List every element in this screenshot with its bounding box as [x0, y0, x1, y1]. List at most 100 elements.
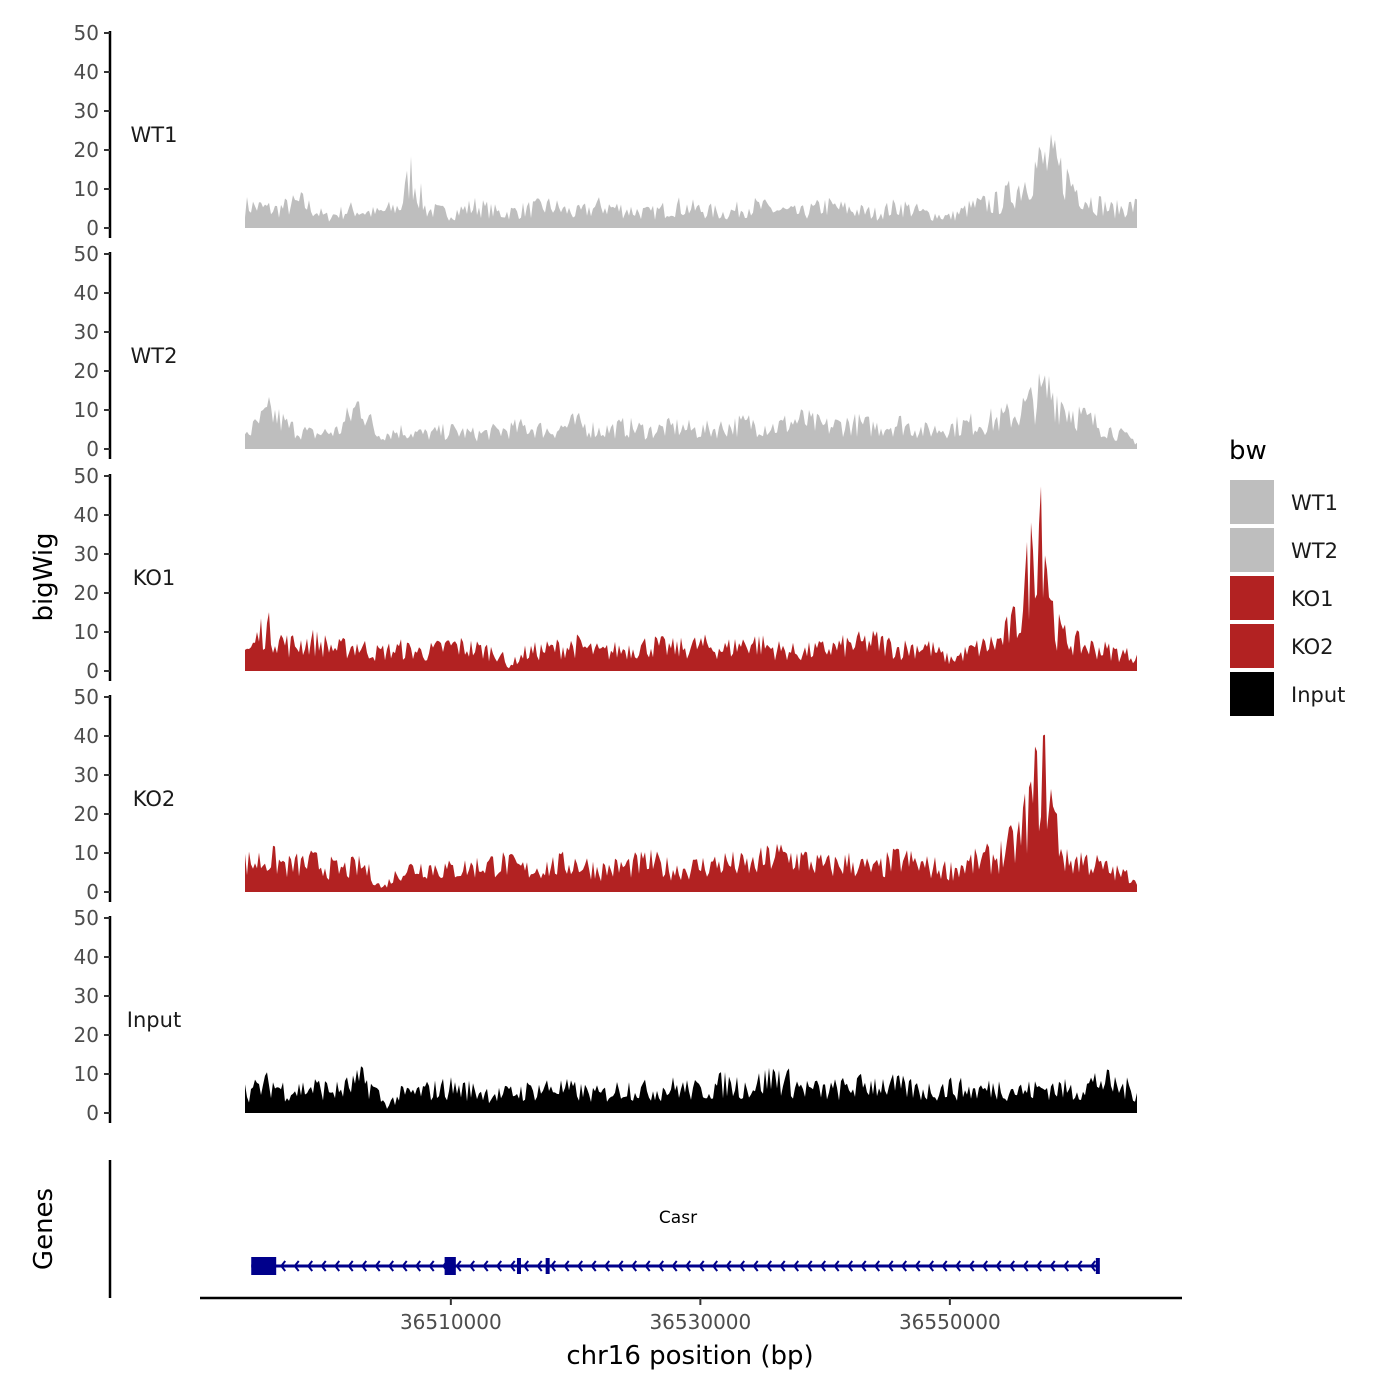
y-tick-label: 30 [74, 763, 99, 787]
strand-arrow [387, 1260, 395, 1272]
strand-arrow [374, 1260, 381, 1272]
y-axis-title: bigWig [29, 532, 59, 621]
y-tick-label: 50 [74, 464, 99, 488]
strand-arrow [779, 1260, 786, 1272]
gene-track-title: Genes [29, 1188, 59, 1270]
strand-arrow [792, 1260, 800, 1272]
y-tick-label: 50 [74, 242, 99, 266]
strand-arrow [1035, 1260, 1043, 1272]
strand-arrow [711, 1260, 719, 1272]
strand-arrow [333, 1260, 341, 1272]
track-label-wt2: WT2 [131, 344, 178, 368]
coverage-area-wt2 [245, 373, 1137, 449]
coverage-area-ko1 [245, 486, 1137, 671]
track-label-input: Input [127, 1008, 181, 1032]
track-wt1: 0 10 20 30 40 50 WT1 [74, 21, 1137, 240]
strand-arrow [576, 1260, 584, 1272]
strand-arrow [536, 1260, 543, 1272]
strand-arrow [968, 1260, 975, 1272]
x-tick-label: 36530000 [649, 1310, 751, 1334]
strand-arrow [1008, 1260, 1016, 1272]
strand-arrow [887, 1260, 894, 1272]
legend-swatch-input [1230, 672, 1274, 716]
y-tick-label: 40 [74, 60, 99, 84]
strand-arrow [738, 1260, 746, 1272]
coverage-tracks: 0 10 20 30 40 50 WT1 0 10 20 30 40 50 WT2 0 10 20 30 40 50 K… [74, 21, 1137, 1125]
strand-arrow [590, 1260, 597, 1272]
strand-arrow [1022, 1260, 1029, 1272]
strand-arrow [725, 1260, 732, 1272]
strand-arrow [401, 1260, 408, 1272]
gene-casr: Casr [251, 1208, 1100, 1275]
strand-arrow [941, 1260, 948, 1272]
exon [444, 1257, 456, 1275]
y-tick-label: 40 [74, 281, 99, 305]
strand-arrow [279, 1260, 287, 1272]
strand-arrow [860, 1260, 867, 1272]
legend-swatch-ko2 [1230, 624, 1274, 668]
y-tick-label: 0 [86, 880, 99, 904]
strand-arrow [630, 1260, 638, 1272]
strand-arrow [347, 1260, 354, 1272]
legend-swatch-wt1 [1230, 480, 1274, 524]
strand-arrow [806, 1260, 813, 1272]
strand-arrow [873, 1260, 881, 1272]
y-tick-label: 30 [74, 99, 99, 123]
strand-arrow [509, 1260, 516, 1272]
strand-arrow [954, 1260, 962, 1272]
legend-label-wt1: WT1 [1291, 491, 1338, 515]
strand-arrow [900, 1260, 908, 1272]
y-tick-label: 10 [74, 177, 99, 201]
track-ko2: 0 10 20 30 40 50 KO2 [74, 685, 1137, 904]
coverage-area-wt1 [245, 133, 1137, 228]
legend-swatch-ko1 [1230, 576, 1274, 620]
strand-arrow [1089, 1260, 1097, 1272]
strand-arrow [671, 1260, 678, 1272]
strand-arrow [1076, 1260, 1083, 1272]
strand-arrow [455, 1260, 462, 1272]
strand-arrow [522, 1260, 530, 1272]
y-tick-label: 30 [74, 542, 99, 566]
y-tick-label: 30 [74, 984, 99, 1008]
y-tick-label: 50 [74, 906, 99, 930]
strand-arrow [1049, 1260, 1056, 1272]
x-tick-label: 36510000 [400, 1310, 502, 1334]
legend-swatch-wt2 [1230, 528, 1274, 572]
track-label-wt1: WT1 [131, 123, 178, 147]
strand-arrow [428, 1260, 435, 1272]
y-tick-label: 40 [74, 724, 99, 748]
gene-label: Casr [659, 1208, 697, 1228]
y-tick-label: 40 [74, 503, 99, 527]
y-tick-label: 10 [74, 620, 99, 644]
strand-arrow [819, 1260, 827, 1272]
track-input: 0 10 20 30 40 50 Input [74, 906, 1137, 1125]
x-axis-title: chr16 position (bp) [566, 1341, 813, 1371]
legend-label-ko1: KO1 [1291, 587, 1334, 611]
track-wt2: 0 10 20 30 40 50 WT2 [74, 242, 1137, 461]
y-tick-label: 10 [74, 1062, 99, 1086]
strand-arrow [414, 1260, 422, 1272]
strand-arrow [563, 1260, 570, 1272]
strand-arrow [995, 1260, 1002, 1272]
legend-label-input: Input [1291, 683, 1345, 707]
strand-arrow [752, 1260, 759, 1272]
y-tick-label: 10 [74, 841, 99, 865]
strand-arrow [1062, 1260, 1070, 1272]
strand-arrow [468, 1260, 476, 1272]
legend-label-wt2: WT2 [1291, 539, 1338, 563]
strand-arrow [981, 1260, 989, 1272]
strand-arrow [914, 1260, 921, 1272]
strand-arrow [549, 1260, 557, 1272]
y-tick-label: 20 [74, 1023, 99, 1047]
exon [1095, 1258, 1100, 1274]
exon [251, 1257, 277, 1275]
strand-arrow [603, 1260, 611, 1272]
legend-title: bw [1229, 436, 1267, 466]
y-tick-label: 0 [86, 216, 99, 240]
strand-arrow [482, 1260, 489, 1272]
y-tick-label: 20 [74, 581, 99, 605]
y-tick-label: 20 [74, 138, 99, 162]
y-tick-label: 30 [74, 320, 99, 344]
track-label-ko1: KO1 [133, 566, 176, 590]
strand-arrow [846, 1260, 854, 1272]
